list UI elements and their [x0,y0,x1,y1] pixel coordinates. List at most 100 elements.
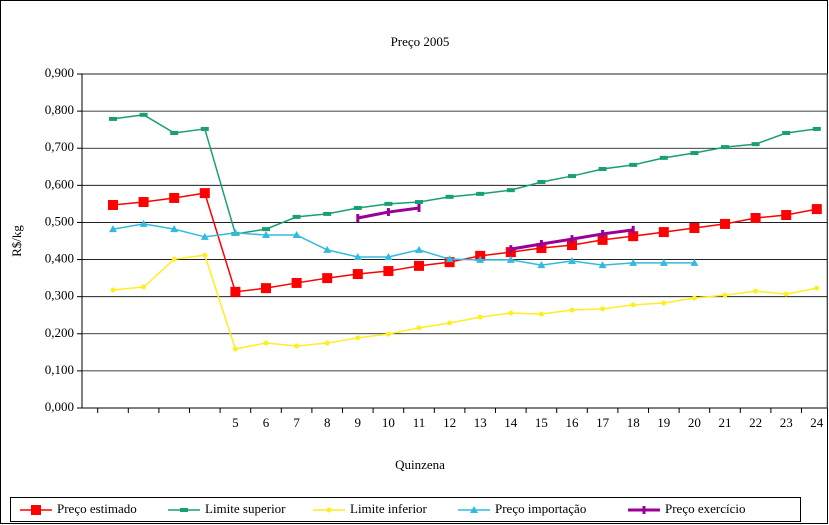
data-point [324,340,330,346]
y-tick-label: 0,000 [45,399,74,414]
data-point [597,234,608,245]
x-tick-label: 5 [232,415,239,430]
data-point [476,191,485,196]
data-point [570,235,574,244]
data-point [263,340,269,346]
data-point [568,174,576,179]
x-tick-label: 23 [780,415,793,430]
y-tick-label: 0,300 [45,288,74,303]
data-point [385,331,391,337]
data-point [629,258,638,266]
data-point [659,155,668,160]
y-tick-label: 0,700 [45,139,74,154]
data-point [356,213,360,222]
data-point [812,126,821,131]
legend-marker [31,505,41,515]
data-point [139,219,148,227]
x-tick-label: 13 [474,415,487,430]
x-tick-label: 8 [324,415,331,430]
data-point [447,320,453,326]
x-tick-label: 12 [443,415,456,430]
y-tick-label: 0,100 [45,362,74,377]
y-tick-label: 0,500 [45,213,74,228]
data-point [691,295,697,301]
legend-label: Preço exercício [665,501,745,516]
data-point [506,188,515,193]
data-point [659,258,668,266]
legend-label: Preço importação [495,501,586,516]
data-point [814,285,820,291]
data-point [292,231,301,239]
data-point [721,145,729,150]
y-tick-label: 0,400 [45,251,74,266]
data-point [506,255,515,263]
data-point [630,302,636,308]
data-point [384,252,393,260]
data-point [508,310,514,316]
y-tick-label: 0,900 [45,65,74,80]
data-point [658,227,669,238]
data-point [783,291,789,297]
data-point [690,151,699,156]
data-point [537,261,546,269]
plot-area [81,73,828,409]
legend-marker [326,507,332,513]
data-point [141,284,147,290]
data-point [294,343,300,349]
data-point [690,258,699,266]
x-tick-label: 7 [293,415,300,430]
data-point [262,231,270,239]
data-point [628,231,639,242]
x-tick-label: 10 [382,415,395,430]
data-point [138,197,149,208]
chart-title: Preço 2005 [391,34,450,49]
data-point [415,200,423,205]
data-point [202,252,208,258]
data-point [109,225,117,233]
legend-marker [470,506,478,513]
data-point [568,257,576,265]
data-point [170,225,179,233]
data-point [631,225,635,234]
data-point [139,112,148,117]
data-point [171,256,177,262]
x-tick-label: 6 [263,415,270,430]
data-point [414,260,424,271]
x-tick-label: 24 [810,415,824,430]
x-tick-label: 14 [504,415,518,430]
data-point [567,240,577,251]
data-point [475,250,486,261]
data-point [386,208,390,217]
y-tick-label: 0,800 [45,102,74,117]
legend-label: Limite inferior [350,501,428,516]
data-point [539,239,543,248]
data-point [417,203,421,212]
legend-label: Preço estimado [57,501,137,516]
y-tick-label: 0,600 [45,176,74,191]
data-point [569,307,575,313]
x-tick-label: 18 [627,415,640,430]
data-point [322,273,333,284]
data-point [169,192,180,203]
x-axis-label: Quinzena [395,457,445,472]
data-point [782,131,791,136]
x-tick-label: 9 [355,415,362,430]
x-tick-label: 15 [535,415,548,430]
x-tick-label: 20 [688,415,701,430]
data-point [262,227,270,232]
data-point [811,204,822,215]
data-point [722,292,728,298]
data-point [720,218,730,229]
data-point [536,243,547,254]
data-point [110,287,116,293]
series-line [112,254,817,350]
legend-marker [642,506,646,514]
data-point [509,245,513,254]
data-point [352,269,363,280]
series-line [112,223,695,266]
data-point [353,252,362,260]
data-point [600,306,606,312]
x-tick-label: 11 [413,415,426,430]
data-point [477,314,483,320]
